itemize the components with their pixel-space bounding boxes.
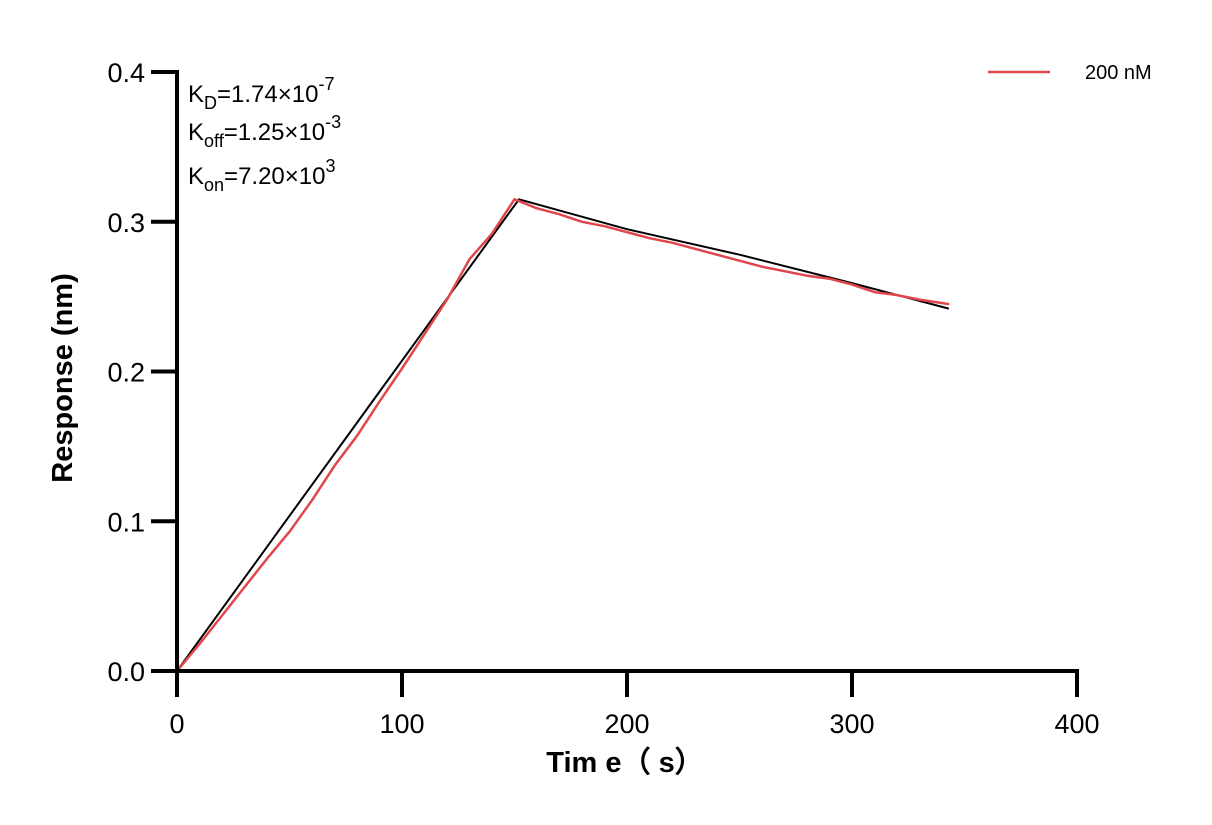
measured-data-point	[603, 225, 606, 227]
koff-value: =1.25×10	[224, 119, 325, 146]
measured-data-point	[783, 270, 786, 273]
measured-data-point	[896, 294, 898, 296]
kd-annotation: KD=1.74×10-7	[188, 74, 334, 113]
measured-data-point	[333, 465, 336, 467]
y-tick-label: 0.3	[107, 208, 145, 238]
measured-data-point	[761, 265, 763, 268]
measured-data-point	[948, 303, 950, 305]
measured-data-point	[468, 258, 471, 261]
measured-data-point	[738, 259, 741, 262]
x-tick-label: 300	[829, 709, 874, 739]
legend: 200 nM	[988, 62, 1152, 84]
measured-data-point	[356, 435, 358, 437]
measured-data-point	[401, 367, 403, 370]
kd-value: =1.74×10	[217, 81, 318, 108]
measured-data-point	[806, 274, 808, 277]
y-ticks: 0.0 0.1 0.2 0.3 0.4	[107, 58, 177, 687]
y-tick-label: 0.4	[107, 58, 145, 88]
measured-data-point	[716, 253, 718, 256]
measured-data-point	[198, 643, 201, 645]
measured-data-point	[671, 241, 673, 244]
axes: 0.0 0.1 0.2 0.3 0.4 0 100 200 300 400	[107, 58, 1099, 739]
measured-data-point	[918, 298, 921, 301]
y-tick-label: 0.0	[107, 657, 145, 687]
y-axis-title: Response (nm)	[47, 273, 79, 482]
measured-data-point	[288, 530, 291, 533]
measured-data-point	[243, 586, 246, 588]
measured-series-line	[176, 198, 949, 672]
measured-data-point	[581, 221, 583, 223]
kon-annotation: Kon=7.20×103	[188, 156, 336, 195]
measured-data-point	[266, 557, 268, 560]
measured-data-point	[378, 400, 381, 403]
y-tick-label: 0.2	[107, 358, 145, 388]
koff-exp: -3	[325, 112, 341, 132]
kon-value: =7.20×10	[224, 163, 325, 190]
measured-data-point	[626, 231, 628, 233]
kd-exp: -7	[318, 74, 334, 94]
measured-data-point	[221, 614, 223, 617]
x-tick-label: 0	[169, 709, 184, 739]
x-tick-label: 400	[1054, 709, 1099, 739]
koff-annotation: Koff=1.25×10-3	[188, 112, 341, 151]
measured-data-point	[446, 298, 448, 301]
kon-exp: 3	[325, 156, 335, 176]
kon-base: K	[188, 163, 204, 190]
legend-label-200nm: 200 nM	[1085, 62, 1152, 84]
x-tick-label: 200	[604, 709, 649, 739]
koff-base: K	[188, 119, 204, 146]
x-ticks: 0 100 200 300 400	[169, 671, 1100, 739]
measured-data-point	[873, 291, 876, 293]
measured-data-point	[491, 232, 493, 235]
kon-sub: on	[204, 175, 224, 195]
kd-base: K	[188, 81, 204, 108]
measured-data-point	[311, 499, 313, 502]
plot-area	[176, 198, 950, 672]
measured-data-point	[851, 283, 853, 286]
measured-data-point	[536, 207, 538, 210]
x-tick-label: 100	[379, 709, 424, 739]
kinetic-constants: KD=1.74×10-7 Koff=1.25×10-3 Kon=7.20×103	[188, 74, 341, 195]
measured-data-point	[693, 247, 696, 250]
fit-curve-line	[176, 198, 950, 672]
measured-data-point	[423, 333, 426, 335]
y-tick-label: 0.1	[107, 507, 145, 537]
measured-data-point	[513, 198, 516, 201]
koff-sub: off	[204, 131, 225, 151]
x-axis-title: Tim e（ s）	[546, 746, 703, 779]
kd-sub: D	[204, 93, 217, 113]
measured-data-point	[648, 237, 651, 239]
measured-data-point	[558, 213, 561, 216]
measured-data-point	[828, 277, 831, 280]
